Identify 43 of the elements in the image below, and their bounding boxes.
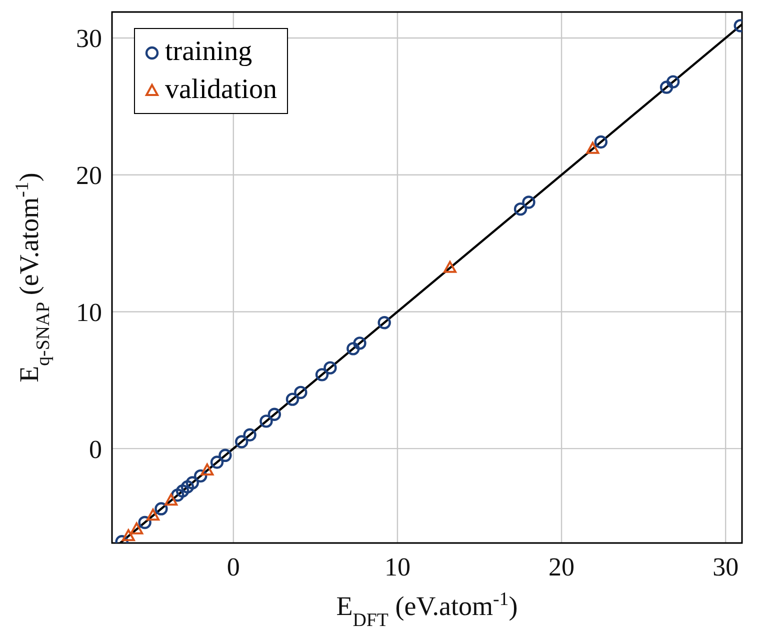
point bbox=[218, 448, 232, 462]
point bbox=[378, 316, 391, 330]
point bbox=[146, 508, 160, 521]
point bbox=[154, 502, 168, 516]
point bbox=[353, 336, 366, 350]
point bbox=[294, 386, 308, 400]
point bbox=[443, 260, 456, 273]
point bbox=[243, 428, 256, 442]
point bbox=[315, 368, 329, 382]
point bbox=[171, 488, 184, 502]
point bbox=[660, 80, 674, 94]
point bbox=[260, 414, 273, 428]
x-axis-title: E$_{DFT}$ (eV.atom$^{-1}$) bbox=[336, 588, 518, 630]
point bbox=[586, 142, 600, 154]
point bbox=[324, 361, 337, 374]
x-tick-label: 10 bbox=[384, 552, 410, 582]
point bbox=[138, 516, 152, 530]
point bbox=[180, 480, 194, 494]
point bbox=[164, 494, 178, 506]
point bbox=[522, 196, 536, 209]
x-tick-label: 20 bbox=[548, 552, 575, 582]
point bbox=[176, 484, 190, 498]
point bbox=[594, 135, 608, 149]
point bbox=[186, 476, 199, 490]
point bbox=[194, 469, 208, 483]
point bbox=[286, 392, 300, 406]
point bbox=[210, 456, 224, 469]
y-tick-label: 0 bbox=[89, 434, 102, 464]
point bbox=[346, 342, 360, 356]
point bbox=[268, 408, 282, 421]
point bbox=[514, 202, 528, 216]
legend-label: validation bbox=[165, 73, 277, 107]
point bbox=[666, 75, 680, 88]
legend-label: training bbox=[165, 35, 252, 69]
point bbox=[235, 435, 248, 448]
y-tick-label: 20 bbox=[76, 161, 102, 190]
y-tick-label: 10 bbox=[76, 298, 102, 327]
point bbox=[200, 463, 214, 476]
x-tick-label: 0 bbox=[226, 552, 240, 582]
point bbox=[122, 529, 135, 542]
point bbox=[130, 522, 144, 534]
x-tick-label: 30 bbox=[712, 552, 739, 582]
y-tick-label: 30 bbox=[76, 24, 102, 54]
